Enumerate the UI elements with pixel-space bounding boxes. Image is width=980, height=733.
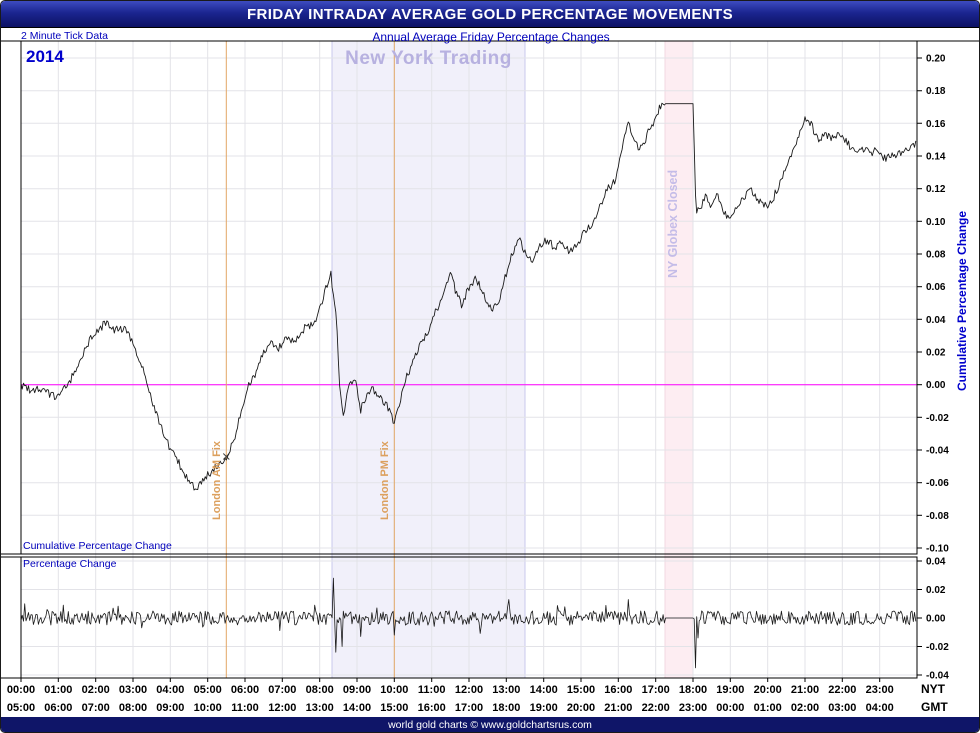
x-tick-label-gmt: 03:00 — [828, 702, 856, 714]
page-title: FRIDAY INTRADAY AVERAGE GOLD PERCENTAGE … — [246, 5, 734, 23]
x-tick-label-nyt: 02:00 — [82, 684, 110, 696]
x-tick-label-gmt: 10:00 — [194, 702, 222, 714]
x-tick-label-nyt: 08:00 — [306, 684, 334, 696]
x-tick-label-nyt: 14:00 — [530, 684, 558, 696]
cumulative-series-line — [20, 102, 917, 491]
x-tick-label-gmt: 20:00 — [567, 702, 595, 714]
series-group — [20, 102, 917, 669]
x-tick-label-gmt: 22:00 — [642, 702, 670, 714]
x-tick-label-nyt: 09:00 — [343, 684, 371, 696]
y-tick-label: -0.02 — [926, 413, 949, 424]
x-tick-label-nyt: 13:00 — [492, 684, 520, 696]
y-tick-label: 0.16 — [926, 119, 946, 130]
x-tick-label-gmt: 12:00 — [268, 702, 296, 714]
y-tick-label: 0.08 — [926, 250, 946, 261]
x-tick-label-gmt: 21:00 — [604, 702, 632, 714]
x-tick-label-gmt: 05:00 — [7, 702, 35, 714]
x-tick-label-nyt: 11:00 — [418, 684, 446, 696]
region-ny-globex-closed — [665, 41, 693, 678]
x-tick-label-gmt: 13:00 — [306, 702, 334, 714]
y-tick-label: 0.02 — [926, 585, 946, 596]
y-tick-label: -0.04 — [926, 446, 949, 457]
x-tick-label-gmt: 08:00 — [119, 702, 147, 714]
x-tick-label-nyt: 05:00 — [194, 684, 222, 696]
x-tick-label-gmt: 01:00 — [754, 702, 782, 714]
footer-text: world gold charts © www.goldchartsrus.co… — [388, 718, 592, 731]
x-tick-label-gmt: 09:00 — [156, 702, 184, 714]
y-tick-label: 0.04 — [926, 557, 946, 568]
main-panel-title: Cumulative Percentage Change — [23, 540, 172, 552]
y-tick-label: -0.10 — [926, 544, 949, 555]
x-tick-label-nyt: 04:00 — [156, 684, 184, 696]
x-tick-label-gmt: 15:00 — [380, 702, 408, 714]
y-tick-label: 0.04 — [926, 315, 946, 326]
y-tick-label: -0.02 — [926, 642, 949, 653]
tick-data-note: 2 Minute Tick Data — [21, 30, 108, 42]
x-tick-label-gmt: 00:00 — [716, 702, 744, 714]
x-tick-label-gmt: 11:00 — [231, 702, 259, 714]
y-tick-label: 0.02 — [926, 348, 946, 359]
y-tick-label: 0.18 — [926, 86, 946, 97]
ny-trading-region-label: New York Trading — [345, 48, 512, 69]
x-tick-label-nyt: 23:00 — [866, 684, 894, 696]
x-tick-label-nyt: 17:00 — [642, 684, 670, 696]
y-tick-label: 0.10 — [926, 217, 946, 228]
y-tick-label: -0.06 — [926, 478, 949, 489]
title-bar: FRIDAY INTRADAY AVERAGE GOLD PERCENTAGE … — [1, 1, 979, 28]
year-label: 2014 — [26, 47, 64, 66]
percentage-change-series-line — [20, 577, 917, 669]
x-tick-label-gmt: 06:00 — [44, 702, 72, 714]
nyt-axis-tag: NYT — [921, 682, 945, 696]
footer-bar: world gold charts © www.goldchartsrus.co… — [1, 717, 979, 732]
y-tick-label: -0.04 — [926, 671, 949, 682]
x-tick-label-nyt: 10:00 — [380, 684, 408, 696]
axes-group: 0.20 0.18 0.16 0.14 0.12 0.10 0.08 0.06 0.04 0.02… — [1, 40, 979, 714]
y-tick-label: -0.08 — [926, 511, 949, 522]
x-tick-label-nyt: 00:00 — [7, 684, 35, 696]
x-tick-label-nyt: 03:00 — [119, 684, 147, 696]
y-tick-label: 0.00 — [926, 614, 946, 625]
x-tick-label-gmt: 14:00 — [343, 702, 371, 714]
x-tick-label-nyt: 07:00 — [268, 684, 296, 696]
x-tick-label-nyt: 21:00 — [791, 684, 819, 696]
x-tick-label-gmt: 07:00 — [82, 702, 110, 714]
x-tick-label-gmt: 16:00 — [418, 702, 446, 714]
y-tick-label: 0.00 — [926, 380, 946, 391]
x-tick-label-gmt: 19:00 — [530, 702, 558, 714]
x-tick-label-nyt: 16:00 — [604, 684, 632, 696]
gmt-axis-tag: GMT — [921, 700, 948, 714]
x-tick-label-nyt: 22:00 — [828, 684, 856, 696]
x-tick-label-nyt: 15:00 — [567, 684, 595, 696]
x-tick-label-gmt: 17:00 — [455, 702, 483, 714]
y-tick-label: 0.20 — [926, 54, 946, 65]
london-pm-fix-label: London PM Fix — [379, 441, 391, 520]
gridlines-group — [21, 41, 917, 678]
y-tick-label: 0.12 — [926, 184, 946, 195]
chart-subtitle: Annual Average Friday Percentage Changes — [372, 30, 610, 44]
main-panel-frame — [20, 40, 918, 555]
x-tick-label-nyt: 19:00 — [716, 684, 744, 696]
london-am-fix-label: London AM Fix — [211, 440, 223, 521]
x-tick-label-gmt: 18:00 — [492, 702, 520, 714]
x-tick-label-nyt: 01:00 — [44, 684, 72, 696]
shaded-regions-group — [331, 41, 694, 678]
x-tick-label-nyt: 18:00 — [679, 684, 707, 696]
x-tick-label-nyt: 06:00 — [231, 684, 259, 696]
x-tick-label-gmt: 02:00 — [791, 702, 819, 714]
globex-closed-region-label: NY Globex Closed — [666, 169, 680, 278]
lower-panel-title: Percentage Change — [23, 558, 117, 570]
x-tick-label-gmt: 23:00 — [679, 702, 707, 714]
x-tick-label-nyt: 12:00 — [455, 684, 483, 696]
x-tick-label-gmt: 04:00 — [866, 702, 894, 714]
y-tick-label: 0.14 — [926, 152, 946, 163]
right-axis-title: Cumulative Percentage Change — [955, 210, 969, 392]
x-tick-label-nyt: 20:00 — [754, 684, 782, 696]
y-tick-label: 0.06 — [926, 282, 946, 293]
region-new-york-trading — [332, 41, 525, 678]
